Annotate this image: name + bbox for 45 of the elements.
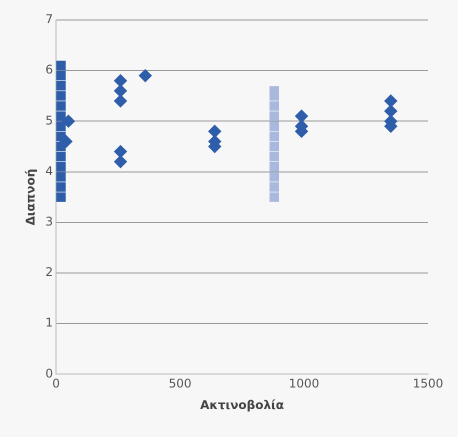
point	[270, 182, 279, 192]
x-tick-label: 500	[168, 376, 192, 391]
point	[114, 94, 128, 108]
x-tick-label: 1000	[288, 376, 320, 391]
point	[270, 152, 279, 162]
point	[270, 162, 279, 172]
point	[270, 132, 279, 142]
point	[56, 182, 66, 192]
y-axis-title: Διαπνοή	[23, 168, 38, 226]
point	[270, 192, 279, 202]
point	[270, 172, 279, 182]
point	[56, 122, 66, 132]
point	[56, 101, 66, 111]
point	[270, 111, 279, 121]
point	[208, 124, 222, 138]
point	[56, 192, 66, 202]
point	[114, 155, 128, 168]
point	[56, 172, 66, 182]
point	[270, 122, 279, 132]
point	[270, 142, 279, 152]
x-axis-title: Ακτινοβολία	[200, 398, 284, 412]
point	[56, 91, 66, 101]
point	[56, 81, 66, 91]
y-tick-label: 5	[45, 113, 54, 128]
y-tick-label: 6	[45, 62, 54, 77]
point	[114, 145, 128, 158]
point	[56, 152, 66, 162]
point	[114, 74, 128, 88]
y-tick-label: 0	[45, 366, 54, 380]
point	[56, 111, 66, 121]
point	[56, 60, 66, 70]
point	[384, 94, 398, 108]
point	[384, 104, 398, 118]
y-tick-label: 3	[45, 214, 54, 229]
x-tick-label: 1500	[412, 376, 444, 391]
point	[295, 110, 308, 123]
y-tick-label: 4	[45, 164, 54, 178]
point	[114, 84, 128, 98]
point	[56, 162, 66, 172]
point	[270, 101, 279, 111]
y-tick-label: 1	[45, 316, 54, 330]
y-tick-label: 2	[45, 265, 54, 280]
y-tick-label: 7	[45, 12, 54, 26]
point	[138, 69, 152, 82]
point	[56, 70, 66, 80]
